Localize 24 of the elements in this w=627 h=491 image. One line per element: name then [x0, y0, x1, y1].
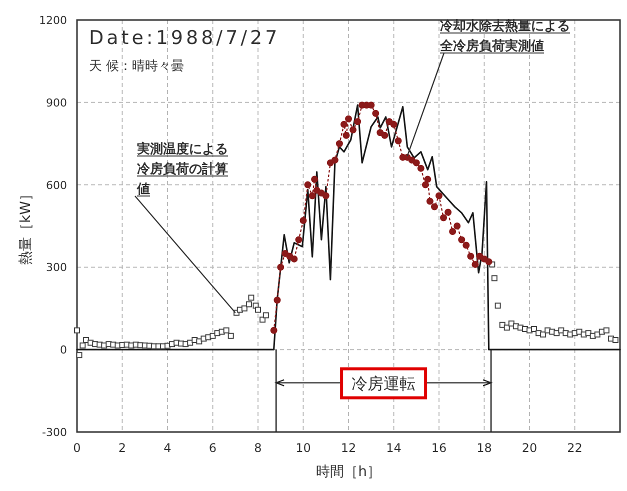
- y-axis-title: 熱量［kW］: [18, 187, 34, 265]
- x-tick-label: 22: [567, 441, 582, 455]
- x-tick-label: 16: [431, 441, 447, 455]
- chart-title: Date:1988/7/27: [89, 27, 280, 49]
- x-tick-label: 2: [118, 441, 126, 455]
- x-tick-label: 6: [208, 441, 217, 455]
- x-tick-label: 4: [164, 441, 172, 455]
- x-tick-label: 0: [73, 441, 81, 455]
- x-tick-label: 14: [386, 441, 402, 455]
- y-tick-label: 300: [46, 261, 67, 274]
- x-tick-label: 12: [340, 441, 356, 455]
- x-tick-label: 10: [296, 441, 311, 455]
- y-tick-label: 1200: [39, 14, 67, 27]
- x-tick-label: 18: [476, 441, 492, 455]
- y-tick-label: 900: [46, 96, 67, 110]
- y-tick-label: 0: [60, 344, 67, 357]
- x-tick-label: 20: [522, 441, 538, 455]
- annotation: 冷房運転: [352, 374, 416, 393]
- text: 天 候：晴時々曇: [89, 59, 184, 74]
- y-tick-label: 600: [46, 178, 67, 192]
- annotation: 実測温度による冷房負荷の計算値: [136, 142, 228, 197]
- x-tick-label: 8: [254, 441, 262, 455]
- y-tick-label: -300: [42, 426, 67, 439]
- x-axis-title: 時間［h］: [316, 464, 381, 480]
